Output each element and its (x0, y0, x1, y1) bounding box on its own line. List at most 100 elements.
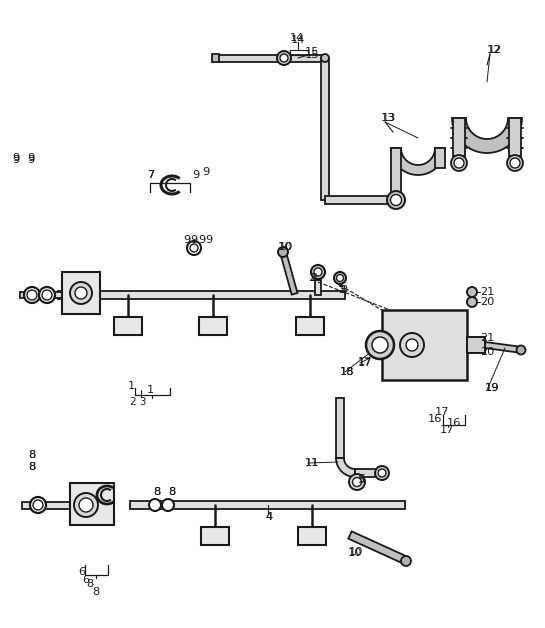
Polygon shape (452, 118, 522, 153)
Circle shape (278, 247, 288, 257)
Text: 16: 16 (428, 414, 443, 424)
Text: 5: 5 (358, 474, 365, 484)
Text: 13: 13 (382, 113, 397, 123)
Circle shape (24, 287, 40, 303)
Bar (212, 54, 219, 62)
Circle shape (314, 268, 322, 276)
Text: 5: 5 (357, 475, 364, 485)
Text: 21: 21 (480, 333, 494, 343)
Text: 6: 6 (78, 567, 85, 577)
Circle shape (454, 158, 464, 168)
Circle shape (375, 466, 389, 480)
Text: 17: 17 (435, 407, 450, 417)
Text: 3: 3 (338, 285, 345, 295)
Circle shape (349, 474, 365, 490)
Text: 21: 21 (480, 287, 494, 297)
Bar (114, 317, 142, 335)
Circle shape (190, 244, 198, 252)
Polygon shape (336, 458, 355, 477)
Text: 9: 9 (183, 235, 190, 245)
Polygon shape (58, 291, 345, 299)
Text: 9: 9 (205, 235, 212, 245)
Text: 20: 20 (480, 297, 494, 307)
Circle shape (149, 499, 161, 511)
Bar (199, 317, 227, 335)
Circle shape (311, 265, 325, 279)
Polygon shape (22, 502, 70, 509)
Text: 14: 14 (291, 35, 305, 45)
Circle shape (510, 158, 520, 168)
Polygon shape (325, 196, 393, 204)
Polygon shape (280, 251, 298, 295)
Text: 18: 18 (340, 367, 354, 377)
Text: 9: 9 (27, 155, 34, 165)
Text: 3: 3 (340, 285, 347, 295)
Polygon shape (315, 280, 321, 295)
Circle shape (74, 493, 98, 517)
Text: 10: 10 (348, 548, 362, 558)
Polygon shape (321, 58, 329, 200)
Circle shape (39, 287, 55, 303)
Text: 12: 12 (488, 45, 502, 55)
Circle shape (372, 337, 388, 353)
Circle shape (467, 287, 477, 297)
Text: 4: 4 (265, 512, 272, 522)
Text: 1: 1 (128, 381, 135, 391)
Circle shape (336, 274, 343, 281)
Text: 20: 20 (480, 347, 494, 357)
Text: 9: 9 (12, 153, 19, 163)
Bar (382, 310, 467, 380)
Text: 10: 10 (278, 242, 293, 252)
Text: 8: 8 (28, 450, 35, 460)
Text: 10: 10 (349, 547, 364, 557)
Text: 15: 15 (305, 50, 319, 60)
Text: 7: 7 (147, 170, 154, 180)
Circle shape (321, 54, 329, 62)
Text: 7: 7 (147, 170, 154, 180)
Text: 14: 14 (290, 33, 304, 43)
Text: 17: 17 (358, 358, 372, 368)
Text: 11: 11 (305, 458, 319, 468)
Polygon shape (391, 148, 401, 200)
Bar (296, 317, 324, 335)
Polygon shape (435, 148, 445, 168)
Circle shape (334, 272, 346, 284)
Text: 19: 19 (485, 383, 500, 393)
Bar (70, 483, 114, 525)
Circle shape (187, 241, 201, 255)
Circle shape (387, 191, 405, 209)
Polygon shape (348, 531, 407, 564)
Text: 9: 9 (27, 153, 34, 163)
Text: 8: 8 (28, 462, 35, 472)
Text: 9: 9 (190, 235, 197, 245)
Text: 8: 8 (168, 487, 175, 497)
Text: 2: 2 (308, 273, 315, 283)
Circle shape (280, 54, 288, 62)
Circle shape (75, 287, 87, 299)
Text: 9: 9 (202, 167, 209, 177)
Text: 8: 8 (28, 450, 35, 460)
Polygon shape (453, 118, 465, 156)
Circle shape (401, 556, 411, 566)
Polygon shape (20, 292, 62, 298)
Text: 1: 1 (147, 385, 154, 395)
Text: 9: 9 (12, 155, 19, 165)
Polygon shape (391, 148, 445, 175)
Circle shape (517, 345, 525, 354)
Circle shape (162, 499, 174, 511)
Text: 17: 17 (440, 425, 455, 435)
Text: 8: 8 (86, 579, 94, 589)
Circle shape (366, 331, 394, 359)
Text: 13: 13 (381, 113, 396, 123)
Bar (201, 527, 229, 545)
Polygon shape (509, 118, 521, 156)
Circle shape (467, 297, 477, 307)
Circle shape (30, 497, 46, 513)
Polygon shape (218, 55, 325, 62)
Circle shape (33, 500, 43, 510)
Polygon shape (355, 469, 380, 477)
Circle shape (451, 155, 467, 171)
Polygon shape (485, 342, 523, 353)
Text: 10: 10 (279, 242, 294, 252)
Text: 8: 8 (153, 487, 160, 497)
